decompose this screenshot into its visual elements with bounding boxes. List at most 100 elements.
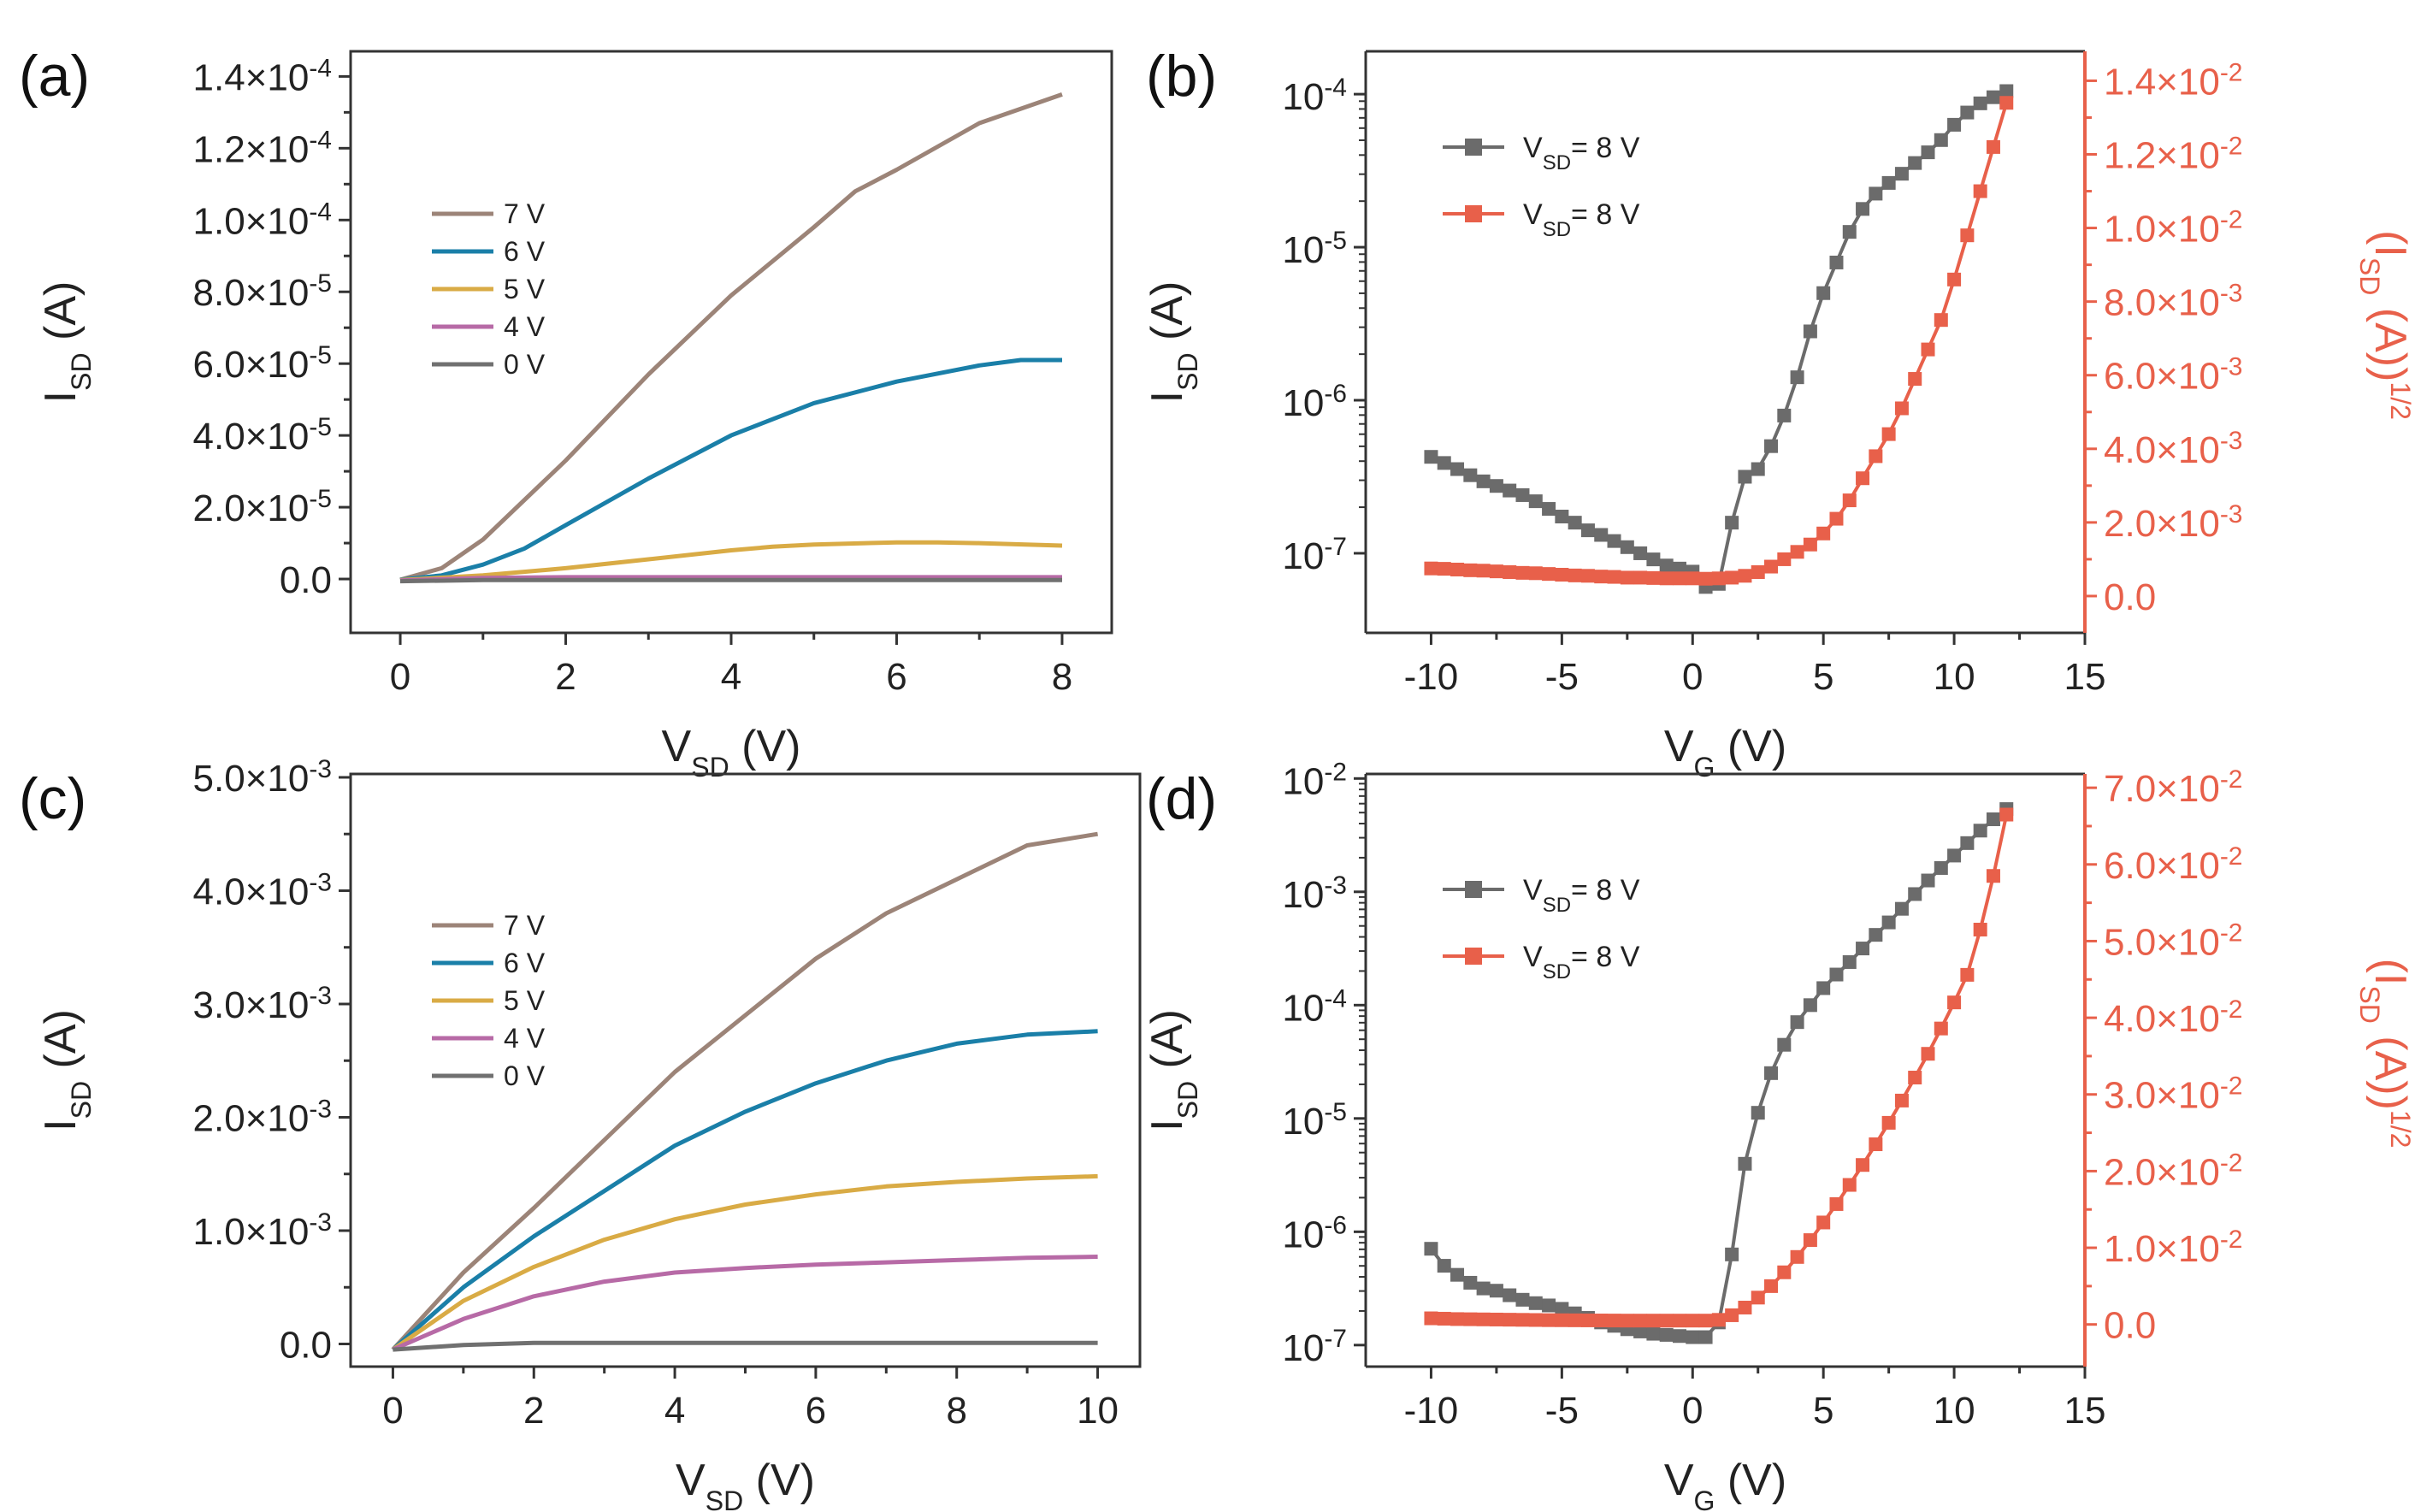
legend-tail: = 8 V <box>1571 941 1640 973</box>
y-tick-label: 10-5 <box>1282 227 1347 272</box>
data-point-sqrt-current <box>1528 566 1543 581</box>
y-tick-label-exponent: -4 <box>1324 74 1347 102</box>
data-point-sqrt-current <box>1580 1313 1595 1327</box>
y-tick-label-exponent: -3 <box>309 981 332 1009</box>
y2-tick-label: 6.0×10-2 <box>2104 842 2243 887</box>
data-point-sqrt-current <box>1973 184 1987 198</box>
data-point-sqrt-current <box>1437 1311 1451 1326</box>
y2-tick-label-mantissa: 2.0×10 <box>2104 1151 2220 1193</box>
data-point-sqrt-current <box>1555 568 1569 582</box>
data-point-sqrt-current <box>1424 1311 1438 1326</box>
data-point-sqrt-current <box>1633 1314 1648 1328</box>
y-tick-label-exponent: -4 <box>309 126 332 154</box>
data-point-sqrt-current <box>1633 570 1648 585</box>
data-point-sqrt-current <box>1777 1265 1792 1279</box>
y2-tick-label-exponent: -2 <box>2220 205 2243 233</box>
data-point-log-current <box>1568 516 1582 530</box>
data-point-log-current <box>1620 540 1634 554</box>
y2-axis-label-main: (I <box>2365 959 2415 986</box>
data-point-log-current <box>1986 90 2000 104</box>
y-tick-label-mantissa: 6.0×10 <box>193 344 310 386</box>
data-point-log-current <box>1999 84 2014 98</box>
data-point-log-current <box>1489 479 1503 493</box>
data-point-sqrt-current <box>1607 1314 1621 1328</box>
x-tick-label: 5 <box>1813 1390 1833 1432</box>
y-axis-label-tail: (A) <box>36 1009 86 1081</box>
legend-sub: SD <box>1543 960 1571 983</box>
panel-a: 0 2 4 6 80.02.0×10-54.0×10-56.0×10-58.0×10-5… <box>19 44 1113 783</box>
legend-marker <box>1465 948 1482 965</box>
y2-axis-label-tail: (A)) <box>2365 295 2415 381</box>
data-point-log-current <box>1463 1275 1478 1290</box>
data-point-sqrt-current <box>1869 1137 1883 1152</box>
x-axis-label-sub: G <box>1694 752 1715 783</box>
y-axis-label-tail: (A) <box>36 281 86 353</box>
y2-tick-label-mantissa: 0.0 <box>2104 1305 2156 1347</box>
y2-tick-label-exponent: -2 <box>2220 1149 2243 1177</box>
data-point-sqrt-current <box>1424 561 1438 576</box>
data-point-sqrt-current <box>1450 562 1465 576</box>
y-tick-label: 1.0×10-3 <box>193 1208 333 1253</box>
x-axis-label-sub: SD <box>706 1485 743 1512</box>
panel-label: (b) <box>1146 44 1217 109</box>
y-tick-label-exponent: -3 <box>309 868 332 896</box>
data-point-log-current <box>1659 1327 1674 1342</box>
y-tick-label-mantissa: 1.2×10 <box>193 128 310 170</box>
data-point-sqrt-current <box>1489 564 1503 579</box>
y2-tick-label: 1.2×10-2 <box>2104 132 2243 177</box>
data-point-sqrt-current <box>1698 1314 1713 1328</box>
y2-tick-label: 4.0×10-3 <box>2104 426 2243 471</box>
y2-tick-label-mantissa: 8.0×10 <box>2104 282 2220 324</box>
legend-tail: = 8 V <box>1571 198 1640 231</box>
x-axis-label-main: V <box>1664 722 1694 771</box>
y-tick-label: 3.0×10-3 <box>193 981 333 1026</box>
data-point-sqrt-current <box>1515 565 1530 580</box>
y-axis-label-main: I <box>1143 391 1192 403</box>
legend-label: 0 V <box>504 1060 546 1091</box>
y-axis-label-sub: SD <box>1172 352 1203 390</box>
data-point-log-current <box>1764 1066 1779 1080</box>
y-tick-label-exponent: -4 <box>309 198 332 226</box>
data-point-sqrt-current <box>1725 1308 1739 1322</box>
data-point-sqrt-current <box>1816 1215 1831 1230</box>
y-tick-label-mantissa: 3.0×10 <box>193 984 310 1026</box>
y2-tick-label: 2.0×10-3 <box>2104 499 2243 545</box>
data-point-log-current <box>1803 324 1817 339</box>
x-tick-label: 8 <box>1052 656 1072 698</box>
y-tick-label-mantissa: 2.0×10 <box>193 1097 310 1139</box>
legend-label: VSD= 8 V <box>1523 132 1640 174</box>
y2-tick-label-mantissa: 1.4×10 <box>2104 61 2220 103</box>
y2-tick-label-mantissa: 6.0×10 <box>2104 845 2220 887</box>
y-tick-label-mantissa: 1.0×10 <box>193 200 310 242</box>
data-point-log-current <box>1960 836 1975 850</box>
y2-tick-label-mantissa: 1.2×10 <box>2104 135 2220 177</box>
y2-tick-label-mantissa: 4.0×10 <box>2104 998 2220 1040</box>
legend-sub: SD <box>1543 894 1571 917</box>
data-point-sqrt-current <box>1908 372 1922 387</box>
data-point-sqrt-current <box>1489 1312 1503 1326</box>
y-tick-label-exponent: -5 <box>309 341 332 369</box>
data-point-sqrt-current <box>1607 570 1621 584</box>
x-axis-label-main: V <box>676 1456 706 1505</box>
plot-frame <box>349 772 1142 1368</box>
legend-label: 0 V <box>504 349 546 380</box>
y-tick-label: 0.0 <box>280 559 332 601</box>
x-axis-label-tail: (V) <box>1715 722 1786 771</box>
y-tick-label-exponent: -4 <box>309 54 332 82</box>
data-point-log-current <box>1986 812 2000 827</box>
data-point-log-current <box>1607 534 1621 548</box>
y2-tick-label-mantissa: 1.0×10 <box>2104 1228 2220 1270</box>
y-tick-label: 5.0×10-3 <box>193 754 333 800</box>
y-tick-label: 10-7 <box>1282 532 1347 577</box>
data-point-log-current <box>1881 175 1896 190</box>
data-point-log-current <box>1424 450 1438 464</box>
series-line-0v <box>399 577 1062 584</box>
y-tick-label-exponent: -3 <box>309 1095 332 1123</box>
data-point-sqrt-current <box>1934 1021 1948 1036</box>
data-point-sqrt-current <box>1986 869 2000 883</box>
data-point-sqrt-current <box>1594 570 1609 584</box>
x-tick-label: 10 <box>1077 1390 1119 1432</box>
x-tick-label: 6 <box>886 656 906 698</box>
data-point-log-current <box>1829 255 1844 269</box>
series-line-4v <box>392 1255 1098 1352</box>
